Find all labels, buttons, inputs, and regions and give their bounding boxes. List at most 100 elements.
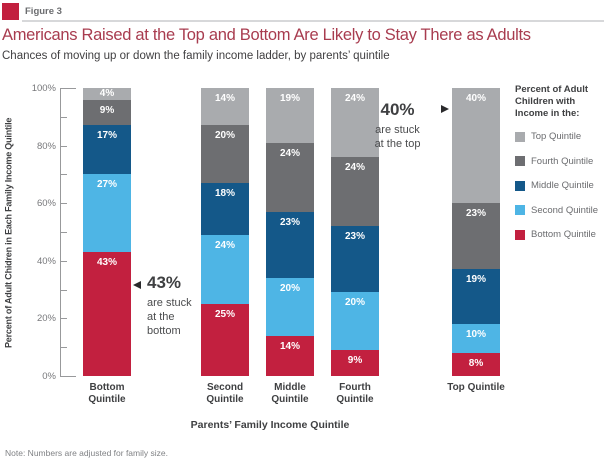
left-arrow-icon [133,281,141,289]
x-category-label: Top Quintile [447,382,505,393]
segment-value-label: 24% [344,93,365,104]
segment-value-label: 27% [96,179,117,191]
segment-value-label: 8% [468,357,484,369]
segment-value-label: 40% [465,93,486,104]
legend-item-label: Fourth Quintile [531,155,594,167]
segment-value-label: 14% [279,340,300,352]
bar-segment: 23% [266,211,314,279]
segment-value-label: 20% [214,130,235,142]
chart-title: Americans Raised at the Top and Bottom A… [2,26,531,44]
bar-segment: 20% [331,292,379,351]
y-tick-label: 0% [42,371,56,382]
legend-item-label: Middle Quintile [531,180,594,191]
y-tick [61,318,67,320]
legend-swatch [515,205,525,215]
legend-item: Top Quintile [515,131,581,142]
bar-segment: 17% [83,125,131,175]
bar-segment: 24% [331,88,379,158]
legend-item: Bottom Quintile [515,229,596,240]
bar-segment: 9% [331,350,379,376]
x-category-label: Bottom Quintile [88,382,126,405]
annotation-top-value: 40% [380,100,415,119]
legend-title: Percent of Adult Children with Income in… [515,84,589,119]
bar-segment: 18% [201,183,249,235]
bar-segment: 19% [266,88,314,143]
y-tick [61,347,67,349]
y-axis-title: Percent of Adult Chidren in Each Family … [3,117,14,349]
segment-value-label: 24% [279,147,300,159]
segment-value-label: 17% [96,130,117,142]
segment-value-label: 20% [344,297,365,309]
y-tick [61,232,67,233]
bar-segment: 14% [266,335,314,376]
y-tick [61,260,67,262]
segment-value-label: 14% [214,93,235,104]
legend-item-label: Top Quintile [531,131,582,142]
y-tick [61,116,67,118]
bar-segment: 43% [83,252,131,376]
segment-value-label: 10% [465,329,486,341]
segment-value-label: 19% [279,93,300,104]
legend-swatch [515,180,525,191]
legend-item: Second Quintile [515,205,598,216]
y-axis-line [60,88,61,377]
y-tick-label: 60% [36,198,56,210]
figure-label: Figure 3 [25,6,62,17]
y-tick [61,376,76,377]
bar-segment: 24% [331,157,379,227]
bar-segment: 14% [201,88,249,126]
x-category-label: Fourth Quintile [336,382,374,405]
segment-value-label: 19% [465,274,486,286]
legend-item-label: Second Quintile [531,204,599,216]
right-arrow-icon [441,105,449,113]
segment-value-label: 20% [279,283,300,295]
legend-swatch [515,229,525,240]
bar-segment: 20% [266,278,314,336]
annotation-bottom-text: are stuck at the bottom [147,297,192,337]
x-category-label: Second Quintile [206,382,244,405]
legend-swatch [515,156,525,166]
legend-swatch [515,131,525,142]
segment-value-label: 18% [214,188,235,200]
segment-value-label: 43% [96,257,117,269]
y-tick-label: 80% [36,140,56,152]
segment-value-label: 24% [344,162,365,174]
x-category-label: Middle Quintile [271,382,309,405]
bar-segment: 24% [201,234,249,304]
bar-segment: 8% [452,352,500,376]
y-tick [61,145,67,147]
y-tick [61,203,67,205]
bar-segment: 23% [452,203,500,270]
bar-segment: 27% [83,174,131,253]
segment-value-label: 25% [214,309,235,320]
segment-value-label: 24% [214,239,235,251]
legend-item-label: Bottom Quintile [531,229,596,240]
y-tick [61,174,67,176]
x-axis-title: Parents’ Family Income Quintile [190,419,350,431]
y-tick-label: 100% [31,83,56,94]
segment-value-label: 4% [99,88,115,99]
bar-segment: 9% [83,99,131,126]
bar-segment: 24% [266,142,314,212]
legend-item: Middle Quintile [515,180,594,191]
segment-value-label: 23% [465,208,486,220]
bar-segment: 10% [452,324,500,353]
chart-subtitle: Chances of moving up or down the family … [2,50,390,62]
figure-brand-square [2,3,19,20]
bar-segment: 25% [201,304,249,376]
annotation-top-text: are stuck at the top [374,124,421,150]
segment-value-label: 23% [344,231,365,243]
segment-value-label: 23% [279,216,300,228]
bar-segment: 19% [452,269,500,325]
bar-segment: 4% [83,88,131,100]
y-tick-label: 40% [36,255,56,267]
bar-segment: 40% [452,88,500,204]
bar-segment: 20% [201,125,249,184]
segment-value-label: 9% [99,104,115,116]
y-tick-label: 20% [36,313,56,325]
bar-segment: 23% [331,226,379,293]
header-divider [22,20,604,22]
legend-item: Fourth Quintile [515,156,593,167]
annotation-bottom-value: 43% [147,273,182,292]
